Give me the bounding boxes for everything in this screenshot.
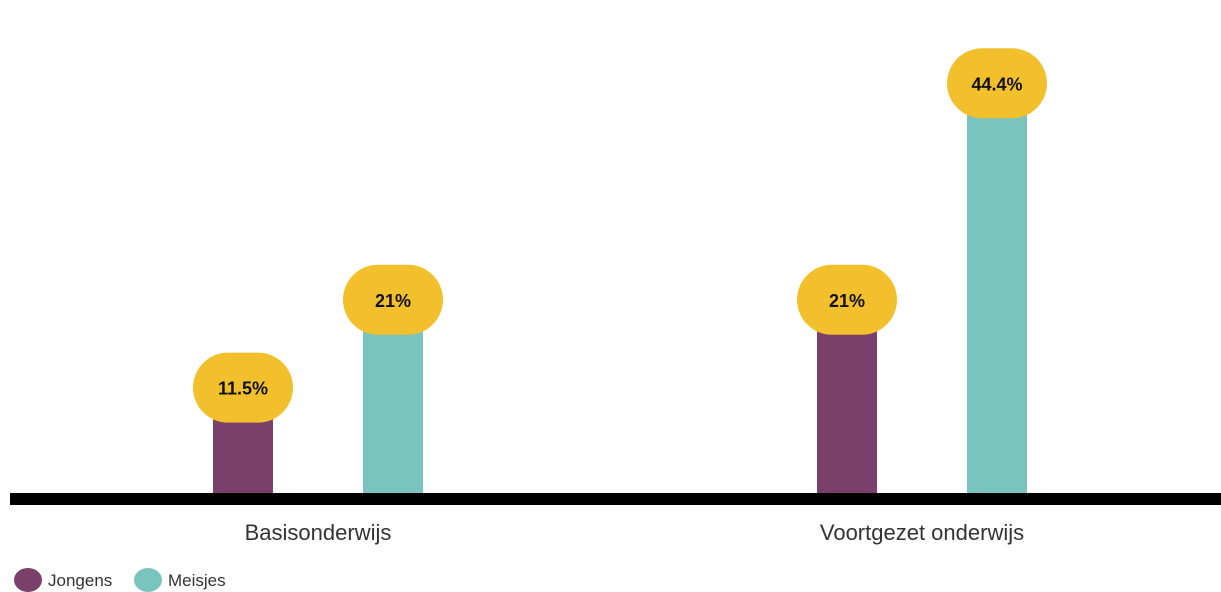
value-label-basisonderwijs-meisjes: 21% xyxy=(375,291,411,311)
value-label-voortgezet-onderwijs-meisjes: 44.4% xyxy=(971,74,1022,94)
value-bubble-voortgezet-onderwijs-jongens xyxy=(797,264,897,335)
legend-swatch-jongens xyxy=(14,568,42,592)
value-bubbles-group: 11.5% 21% 21% 44.4% xyxy=(193,48,1047,423)
x-axis-line xyxy=(10,493,1221,505)
legend-label-meisjes: Meisjes xyxy=(168,571,226,590)
category-labels-group: Basisonderwijs Voortgezet onderwijs xyxy=(245,520,1024,545)
value-bubble-basisonderwijs-jongens xyxy=(193,352,293,423)
value-label-basisonderwijs-jongens: 11.5% xyxy=(218,379,268,399)
legend-label-jongens: Jongens xyxy=(48,571,112,590)
value-bubble-basisonderwijs-meisjes xyxy=(343,264,443,335)
legend: Jongens Meisjes xyxy=(14,568,226,592)
category-label-basisonderwijs: Basisonderwijs xyxy=(245,520,392,545)
value-bubble-voortgezet-onderwijs-meisjes xyxy=(947,48,1047,119)
bars-group xyxy=(213,83,1027,495)
bar-voortgezet-onderwijs-meisjes xyxy=(967,83,1027,495)
value-label-voortgezet-onderwijs-jongens: 21% xyxy=(829,291,865,311)
category-label-voortgezet-onderwijs: Voortgezet onderwijs xyxy=(820,520,1024,545)
legend-swatch-meisjes xyxy=(134,568,162,592)
